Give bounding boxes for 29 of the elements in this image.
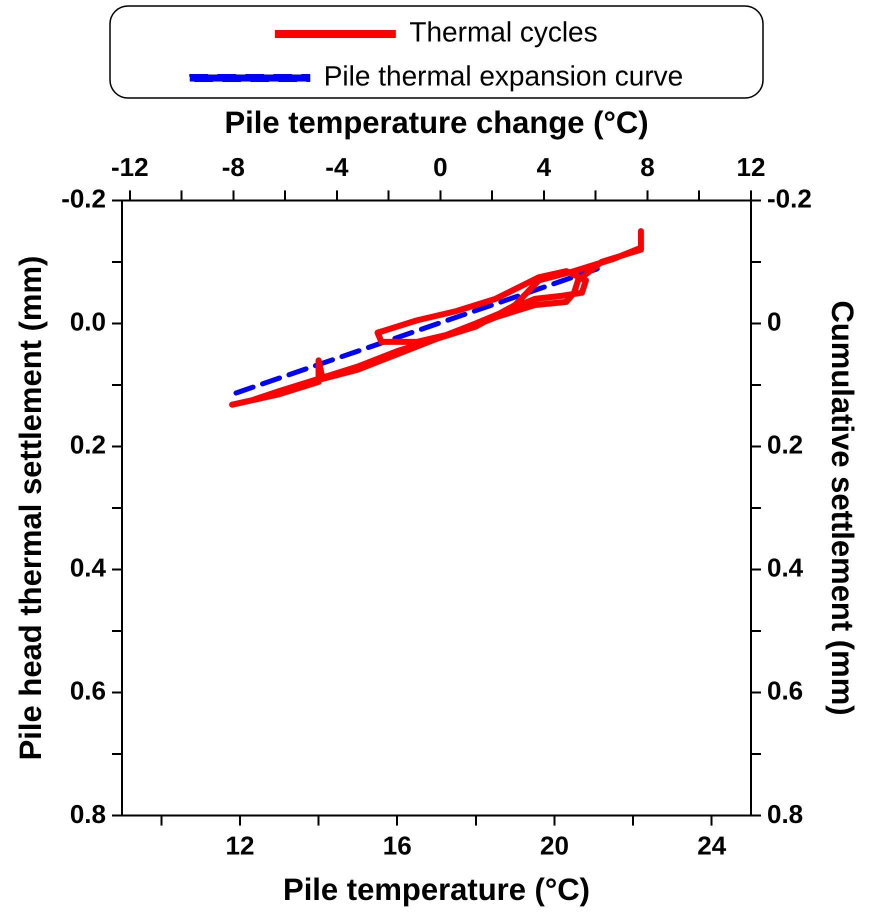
legend-label: Pile thermal expansion curve <box>324 60 684 92</box>
y2-tick-label: 0 <box>767 306 782 337</box>
legend-label: Thermal cycles <box>409 16 598 48</box>
x-tick-label: 16 <box>382 830 412 860</box>
y-tick-label: 0.2 <box>70 430 106 460</box>
x2-tick-label: 4 <box>536 152 552 182</box>
x2-tick-label: -4 <box>325 152 349 182</box>
y2-axis-title: Cumulative settlement (mm) <box>824 300 860 716</box>
y-tick-label: 0.6 <box>70 676 106 706</box>
y-tick-label: 0.4 <box>70 552 107 583</box>
y2-tick-label: 0.6 <box>767 676 804 706</box>
x2-tick-label: 0 <box>433 152 448 182</box>
x-tick-label: 20 <box>540 830 569 860</box>
x2-tick-label: 12 <box>736 152 766 182</box>
x-tick-label: 12 <box>225 830 254 860</box>
y-axis-title: Pile head thermal settlement (mm) <box>13 256 48 760</box>
x-tick-label: 24 <box>697 830 727 860</box>
y-tick-label: 0.8 <box>70 798 106 829</box>
y-tick-label: -0.2 <box>61 184 106 214</box>
x2-tick-label: -12 <box>110 152 149 182</box>
x2-tick-label: -8 <box>222 152 245 182</box>
x-axis-title: Pile temperature (°C) <box>283 872 590 907</box>
y2-tick-label: 0.4 <box>767 552 804 583</box>
x2-axis-title: Pile temperature change (°C) <box>224 105 649 140</box>
y-tick-label: 0.0 <box>70 306 106 337</box>
y2-tick-label: 0.8 <box>767 798 804 829</box>
x2-tick-label: 8 <box>640 152 655 182</box>
y2-tick-label: 0.2 <box>767 430 804 460</box>
y2-tick-label: -0.2 <box>767 184 812 214</box>
